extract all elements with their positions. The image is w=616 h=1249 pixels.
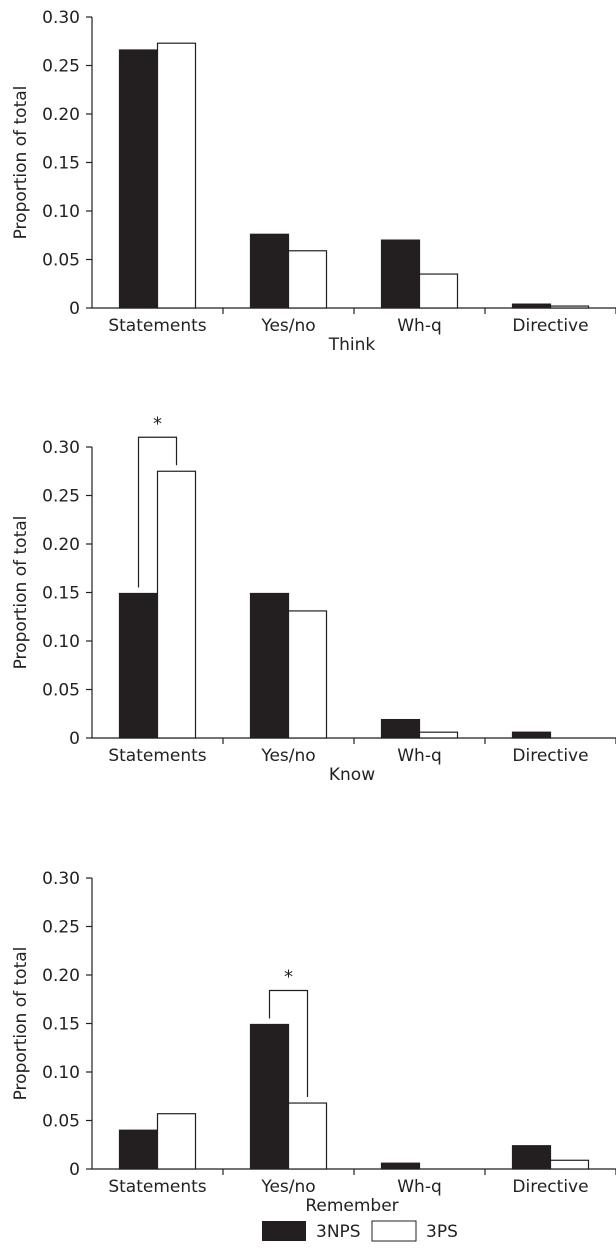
bar-3ps-yesno — [289, 251, 327, 308]
bar-3ps-directive — [551, 1160, 589, 1169]
bar-3nps-statements — [120, 1130, 158, 1169]
y-axis-label: Proportion of total — [11, 86, 31, 240]
bar-3ps-statements — [158, 1114, 196, 1169]
x-tick-label: Directive — [512, 316, 588, 336]
legend: 3NPS 3PS — [262, 1221, 458, 1242]
bar-3ps-yesno — [289, 611, 327, 738]
y-tick-label: 0 — [69, 299, 80, 319]
y-tick-label: 0.30 — [42, 8, 80, 28]
x-tick-label: Statements — [108, 316, 206, 336]
significance-star: * — [153, 413, 162, 434]
y-tick-label: 0.05 — [42, 251, 80, 271]
bar-3ps-whq — [420, 732, 458, 738]
bar-3nps-yesno — [251, 234, 289, 308]
y-axis-label: Proportion of total — [11, 516, 31, 670]
bar-3nps-whq — [382, 1163, 420, 1169]
y-tick-label: 0.10 — [42, 202, 80, 222]
y-tick-label: 0.20 — [42, 535, 80, 555]
x-tick-label: Wh-q — [397, 746, 442, 766]
y-tick-label: 0.25 — [42, 487, 80, 507]
x-tick-label: Wh-q — [397, 316, 442, 336]
y-tick-label: 0.25 — [42, 918, 80, 938]
y-tick-label: 0.05 — [42, 1112, 80, 1132]
bar-3nps-whq — [382, 240, 420, 308]
y-tick-label: 0.20 — [42, 105, 80, 125]
x-axis-label: Know — [329, 765, 375, 785]
legend-swatch-3ps — [372, 1221, 416, 1241]
y-tick-label: 0 — [69, 729, 80, 749]
x-tick-label: Yes/no — [260, 316, 315, 336]
x-axis-label: Think — [328, 335, 376, 355]
x-tick-label: Wh-q — [397, 1177, 442, 1197]
chart-panel-know: 0.30 0.25 0.20 0.15 0.10 0.05 0 Proportion of t… — [11, 413, 616, 785]
bar-3nps-yesno — [251, 593, 289, 738]
x-tick-label: Yes/no — [260, 746, 315, 766]
y-axis-label: Proportion of total — [11, 947, 31, 1101]
bar-3nps-directive — [513, 304, 551, 308]
y-tick-label: 0.30 — [42, 438, 80, 458]
x-tick-label: Statements — [108, 1177, 206, 1197]
y-tick-label: 0.05 — [42, 681, 80, 701]
bar-3nps-statements — [120, 50, 158, 308]
y-tick-label: 0.30 — [42, 869, 80, 889]
bar-3nps-yesno — [251, 1024, 289, 1169]
bar-3ps-statements — [158, 471, 196, 738]
x-tick-label: Statements — [108, 746, 206, 766]
bar-3nps-whq — [382, 720, 420, 738]
y-tick-label: 0 — [69, 1160, 80, 1180]
x-axis-label: Remember — [305, 1196, 398, 1216]
bar-3nps-statements — [120, 593, 158, 738]
y-tick-label: 0.20 — [42, 966, 80, 986]
chart-panel-remember: 0.30 0.25 0.20 0.15 0.10 0.05 0 Proportion of t… — [11, 869, 616, 1216]
legend-label-3nps: 3NPS — [316, 1222, 361, 1242]
y-tick-label: 0.10 — [42, 1063, 80, 1083]
bar-3nps-directive — [513, 1146, 551, 1169]
bar-3nps-directive — [513, 732, 551, 738]
significance-star: * — [284, 966, 293, 987]
bar-3ps-yesno — [289, 1103, 327, 1169]
y-tick-label: 0.15 — [42, 1015, 80, 1035]
x-tick-label: Yes/no — [260, 1177, 315, 1197]
chart-panel-think: 0.30 0.25 0.20 0.15 0.10 0.05 0 Proportion of t… — [11, 8, 616, 355]
legend-swatch-3nps — [262, 1221, 306, 1241]
x-tick-label: Directive — [512, 746, 588, 766]
y-tick-label: 0.15 — [42, 154, 80, 174]
x-tick-label: Directive — [512, 1177, 588, 1197]
y-tick-label: 0.25 — [42, 57, 80, 77]
y-tick-label: 0.15 — [42, 584, 80, 604]
bar-3ps-directive — [551, 306, 589, 308]
legend-label-3ps: 3PS — [426, 1222, 458, 1242]
y-tick-label: 0.10 — [42, 632, 80, 652]
bar-3ps-whq — [420, 274, 458, 308]
bar-3ps-statements — [158, 43, 196, 308]
